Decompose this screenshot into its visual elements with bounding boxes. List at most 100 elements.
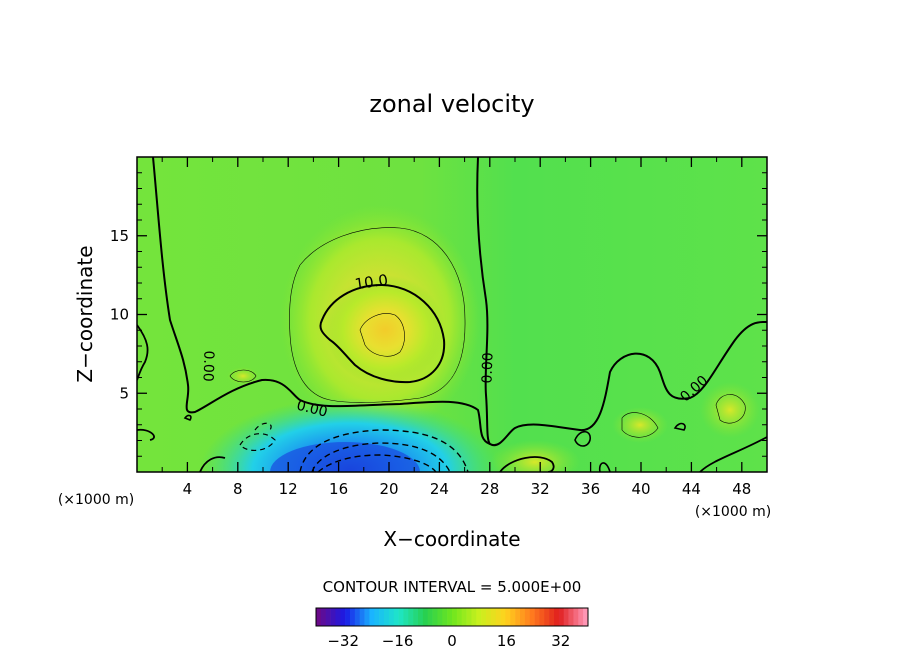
contour-label-10: 10.0	[354, 271, 390, 293]
colorbar-swatch	[418, 608, 424, 626]
colorbar-swatch	[432, 608, 438, 626]
colorbar-swatch	[452, 608, 458, 626]
colorbar-swatch	[437, 608, 443, 626]
colorbar-swatch	[403, 608, 409, 626]
colorbar-swatch	[369, 608, 375, 626]
colorbar-swatch	[354, 608, 361, 626]
colorbar-swatch	[486, 608, 492, 626]
colorbar-swatch	[515, 608, 521, 626]
colorbar-tick-label: 16	[497, 632, 516, 650]
colorbar-swatch	[330, 608, 336, 626]
patch-fill-2	[700, 382, 760, 438]
patch-fill-1	[490, 440, 580, 472]
colorbar-swatch	[408, 608, 414, 626]
colorbar-swatch	[466, 608, 472, 626]
x-tick-label: 40	[631, 480, 650, 498]
x-tick-label: 4	[183, 480, 193, 498]
colorbar-tick-label: −32	[327, 632, 359, 650]
x-tick-label: 36	[581, 480, 600, 498]
plot-area: 10.0 0.00 0.00 0.00 0.00	[137, 157, 767, 472]
colorbar-swatch	[539, 608, 545, 626]
x-unit-label-left: (×1000 m)	[58, 492, 134, 508]
colorbar-swatch	[350, 608, 356, 626]
colorbar-swatch	[447, 608, 453, 626]
colorbar-swatch	[364, 608, 370, 626]
y-tick-label: 10	[110, 306, 129, 324]
colorbar: −32 −16 0 16 32	[315, 607, 589, 650]
x-unit-label-right: (×1000 m)	[695, 504, 771, 520]
patch-fill-3	[612, 407, 668, 443]
inner-positive-contour	[359, 313, 405, 357]
colorbar-swatch	[398, 608, 404, 626]
patch-contour-4	[229, 369, 257, 383]
colorbar-swatch	[510, 608, 516, 626]
colorbar-swatch	[544, 608, 550, 626]
negative-contour-3	[317, 454, 437, 472]
x-tick-label: 20	[379, 480, 398, 498]
colorbar-swatch	[481, 608, 487, 626]
negative-core-fill	[270, 442, 420, 472]
x-tick-label: 28	[480, 480, 499, 498]
y-axis-label: Z−coordinate	[73, 245, 97, 382]
colorbar-swatch	[505, 608, 511, 626]
colorbar-swatch	[388, 608, 395, 626]
y-tick-label: 15	[110, 227, 129, 245]
colorbar-swatch	[442, 608, 448, 626]
colorbar-frame	[315, 607, 589, 627]
x-tick-label: 48	[732, 480, 751, 498]
colorbar-swatch	[568, 608, 574, 626]
colorbar-swatch	[549, 608, 555, 626]
colorbar-swatch	[534, 608, 540, 626]
colorbar-swatch	[316, 608, 322, 626]
patch-contour-5	[183, 414, 686, 472]
colorbar-swatch	[563, 608, 569, 626]
colorbar-tick-label: −16	[382, 632, 414, 650]
colorbar-swatch	[578, 608, 584, 626]
colorbar-swatch	[456, 608, 463, 626]
colorbar-swatch	[490, 608, 497, 626]
colorbar-swatch	[413, 608, 419, 626]
colorbar-swatch	[335, 608, 341, 626]
colorbar-swatch	[345, 608, 351, 626]
chart-title: zonal velocity	[369, 90, 534, 118]
colorbar-tick-label: 32	[551, 632, 570, 650]
colorbar-swatch	[325, 608, 331, 626]
colorbar-swatch	[427, 608, 433, 626]
y-tick-label: 5	[119, 384, 129, 402]
five-contour	[289, 227, 466, 403]
colorbar-swatch	[340, 608, 346, 626]
colorbar-swatch	[476, 608, 482, 626]
colorbar-swatch	[384, 608, 390, 626]
colorbar-swatch	[583, 608, 589, 626]
contour-label-zero-2: 0.00	[295, 398, 329, 421]
colorbar-swatch	[529, 608, 535, 626]
colorbar-tick-label: 0	[447, 632, 457, 650]
colorbar-swatch	[495, 608, 501, 626]
colorbar-swatch	[500, 608, 506, 626]
colorbar-swatch	[379, 608, 385, 626]
patch-contour-2	[715, 394, 746, 424]
colorbar-swatch	[524, 608, 531, 626]
x-tick-label: 24	[430, 480, 449, 498]
zero-contour-left	[152, 157, 491, 445]
ten-contour	[319, 283, 446, 384]
colorbar-swatch	[393, 608, 399, 626]
negative-contour-4	[239, 422, 276, 452]
colorbar-swatch	[471, 608, 477, 626]
x-tick-label: 44	[682, 480, 701, 498]
x-tick-label: 12	[279, 480, 298, 498]
zero-contour-lower	[137, 324, 767, 472]
contour-label-zero-3: 0.00	[479, 352, 496, 384]
colorbar-swatch	[573, 608, 579, 626]
colorbar-swatch	[359, 608, 365, 626]
colorbar-swatch	[558, 608, 565, 626]
positive-jet-core-fill	[325, 275, 445, 385]
negative-jet-fill	[200, 398, 500, 472]
x-tick-label: 16	[329, 480, 348, 498]
colorbar-swatch	[461, 608, 467, 626]
contour-label-zero-1: 0.00	[199, 350, 216, 382]
colorbar-swatch	[320, 608, 327, 626]
x-tick-label: 8	[233, 480, 243, 498]
negative-contour-1	[299, 429, 469, 472]
